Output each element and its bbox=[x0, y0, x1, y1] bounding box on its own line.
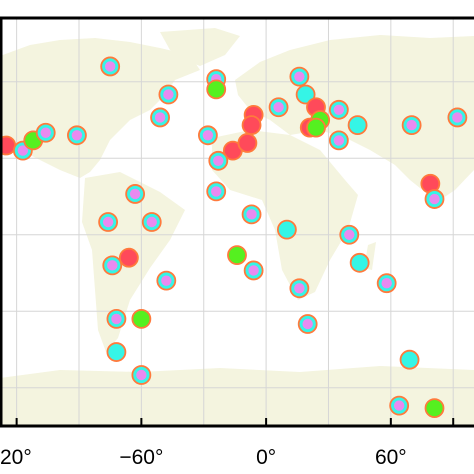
station-marker-cyan bbox=[276, 219, 297, 240]
station-marker-cyan-violet bbox=[98, 212, 119, 232]
station-marker-cyan bbox=[106, 342, 127, 362]
station-marker-cyan-violet bbox=[243, 260, 264, 281]
land-africa bbox=[212, 130, 358, 300]
station-marker-cyan bbox=[295, 84, 316, 105]
station-marker-cyan-violet bbox=[141, 212, 162, 232]
station-marker-cyan-violet bbox=[150, 107, 170, 128]
station-marker-cyan-violet bbox=[447, 107, 468, 128]
x-tick-label: 0° bbox=[256, 446, 276, 469]
station-marker-cyan-violet bbox=[289, 278, 310, 299]
station-marker-cyan-violet bbox=[197, 125, 218, 146]
station-marker-cyan-violet bbox=[401, 115, 422, 135]
map-frame bbox=[0, 16, 474, 428]
station-marker-cyan bbox=[347, 115, 368, 135]
station-marker-cyan-violet bbox=[389, 395, 410, 416]
station-marker-cyan-violet bbox=[125, 184, 146, 204]
station-marker-cyan-violet bbox=[328, 130, 349, 151]
station-marker-cyan-violet bbox=[208, 150, 229, 171]
station-marker-green bbox=[206, 79, 227, 100]
land-greenland bbox=[160, 28, 240, 66]
station-marker-cyan bbox=[399, 349, 420, 370]
station-marker-cyan-violet bbox=[206, 181, 227, 202]
station-marker-cyan-violet bbox=[241, 204, 262, 225]
station-marker-cyan-violet bbox=[106, 308, 127, 329]
station-marker-cyan-violet bbox=[100, 56, 121, 77]
station-marker-green bbox=[227, 245, 247, 266]
station-marker-cyan-violet bbox=[297, 314, 318, 334]
station-marker-cyan-violet bbox=[339, 224, 360, 245]
station-marker-green bbox=[424, 398, 445, 419]
station-marker-cyan-violet bbox=[102, 255, 123, 276]
station-marker-cyan-violet bbox=[289, 66, 310, 87]
station-marker-cyan-violet bbox=[156, 270, 177, 291]
station-marker-cyan-violet bbox=[268, 97, 289, 118]
station-marker-cyan-violet bbox=[35, 122, 56, 143]
station-marker-cyan-violet bbox=[328, 99, 349, 120]
station-marker-green bbox=[131, 308, 152, 329]
station-marker-red bbox=[237, 133, 258, 153]
station-markers bbox=[0, 56, 468, 419]
station-marker-cyan-violet bbox=[376, 273, 397, 294]
station-marker-red bbox=[118, 247, 139, 268]
station-marker-green bbox=[306, 117, 326, 138]
station-marker-cyan bbox=[349, 252, 370, 273]
x-axis-labels: 20° −60° 0° 60° bbox=[0, 446, 407, 469]
station-marker-cyan-violet bbox=[158, 84, 179, 105]
x-tick-label: 20° bbox=[0, 446, 32, 469]
station-marker-cyan-violet bbox=[67, 125, 87, 146]
station-marker-red bbox=[241, 115, 262, 135]
station-marker-cyan-violet bbox=[131, 365, 152, 385]
station-marker-cyan-violet bbox=[424, 189, 445, 209]
x-tick-label: −60° bbox=[119, 446, 163, 469]
land-north-america bbox=[0, 38, 200, 178]
land-antarctica bbox=[0, 366, 474, 426]
x-tick-label: 60° bbox=[375, 446, 407, 469]
